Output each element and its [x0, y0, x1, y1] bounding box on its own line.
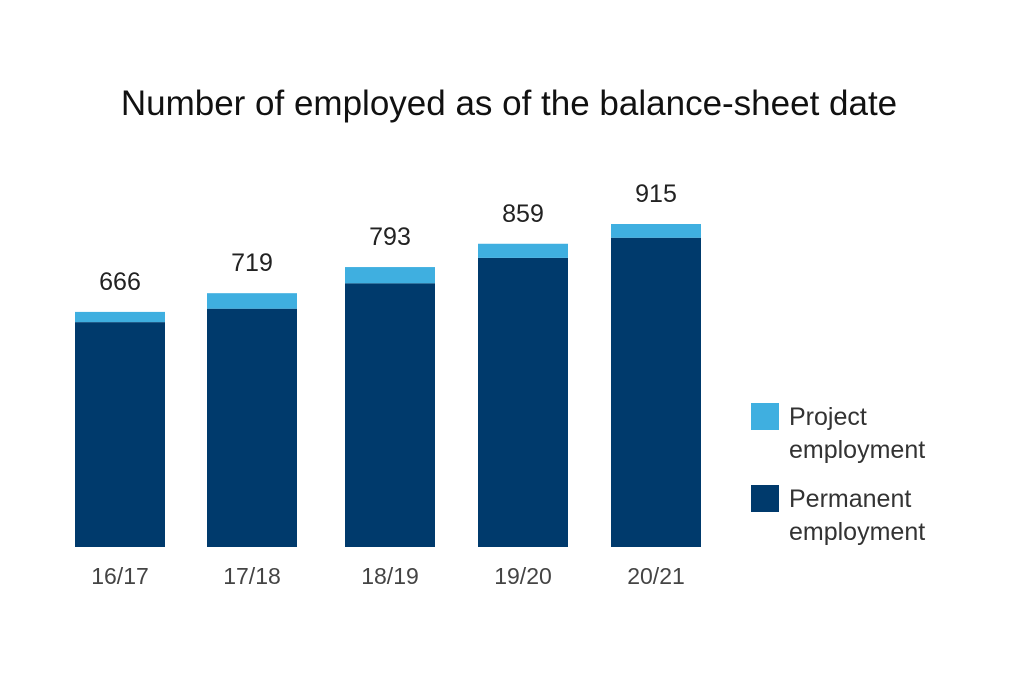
- bar-project-16-17: [75, 311, 165, 323]
- x-tick-label-17-18: 17/18: [223, 563, 281, 589]
- legend-item-permanent: Permanent employment: [751, 483, 1011, 565]
- total-label-19-20: 859: [502, 200, 544, 228]
- legend: Project employment Permanent employment: [751, 401, 1011, 565]
- total-label-16-17: 666: [99, 268, 141, 296]
- bar-permanent-19-20: [478, 257, 568, 547]
- bar-project-17-18: [207, 293, 297, 309]
- x-tick-label-19-20: 19/20: [494, 563, 552, 589]
- legend-label-permanent: Permanent employment: [789, 485, 926, 546]
- bar-permanent-17-18: [207, 308, 297, 547]
- bar-permanent-20-21: [611, 237, 701, 547]
- bar-permanent-18-19: [345, 283, 435, 547]
- total-label-20-21: 915: [635, 180, 677, 208]
- legend-item-project: Project employment: [751, 401, 1011, 483]
- legend-swatch-permanent: [751, 485, 779, 512]
- legend-label-project: Project employment: [789, 403, 926, 464]
- x-tick-label-16-17: 16/17: [91, 563, 149, 589]
- chart-title: Number of employed as of the balance-she…: [120, 84, 898, 123]
- x-tick-label-20-21: 20/21: [627, 563, 685, 589]
- total-label-17-18: 719: [231, 249, 273, 277]
- bar-project-20-21: [611, 224, 701, 238]
- legend-swatch-project: [751, 403, 779, 430]
- x-tick-label-18-19: 18/19: [361, 563, 419, 589]
- bar-project-19-20: [478, 243, 568, 258]
- total-label-18-19: 793: [369, 223, 411, 251]
- bar-project-18-19: [345, 267, 435, 284]
- bar-permanent-16-17: [75, 322, 165, 547]
